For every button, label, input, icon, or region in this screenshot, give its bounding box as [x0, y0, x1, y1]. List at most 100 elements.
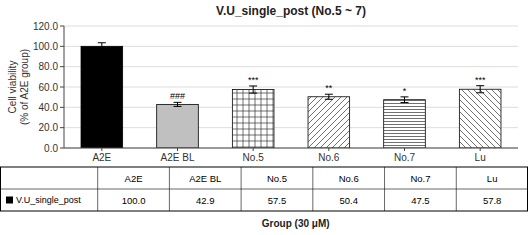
table-col-line — [384, 167, 385, 211]
y-tick-label: 60.0 — [39, 82, 59, 93]
y-tick — [60, 107, 64, 108]
error-bar-cap — [476, 92, 484, 93]
error-bar-cap — [325, 99, 333, 100]
annotation: *** — [248, 75, 259, 85]
x-tick — [177, 148, 178, 151]
table-col-line — [169, 167, 170, 211]
x-tick-label: No.6 — [318, 152, 340, 163]
x-tick — [253, 148, 254, 151]
annotation: ### — [170, 91, 185, 101]
x-tick — [101, 148, 102, 151]
bars — [81, 43, 501, 148]
error-bar — [476, 86, 484, 93]
error-bar-cap — [249, 85, 257, 86]
grid-line — [64, 66, 518, 67]
table-col-line — [97, 167, 98, 211]
bar — [459, 89, 501, 148]
error-bar-line — [101, 43, 102, 50]
grid-line — [64, 148, 518, 149]
y-tick-label: 100.0 — [33, 41, 58, 52]
table-value: 50.4 — [339, 195, 358, 206]
legend-swatch — [6, 197, 13, 204]
error-bar — [325, 94, 333, 99]
y-tick — [60, 66, 64, 67]
x-axis-line — [64, 148, 518, 149]
table-col-line — [456, 167, 457, 211]
grid-line — [64, 87, 518, 88]
annotation: * — [403, 86, 407, 96]
y-tick — [60, 127, 64, 128]
error-bar — [401, 97, 409, 103]
grid-line — [64, 127, 518, 128]
error-bar-line — [253, 86, 254, 93]
bar-hatch — [459, 89, 501, 148]
error-bar-cap — [98, 42, 106, 43]
table-value: 57.5 — [268, 195, 287, 206]
y-tick-label: 120.0 — [33, 21, 58, 32]
table-col-line — [312, 167, 313, 211]
error-bar — [249, 86, 257, 93]
table-value: 100.0 — [122, 195, 146, 206]
legend-label: V.U_single_post — [16, 195, 81, 205]
y-tick-label: 80.0 — [39, 61, 59, 72]
annotation: ** — [325, 83, 333, 93]
y-tick — [60, 87, 64, 88]
error-bar-cap — [98, 49, 106, 50]
error-bar-cap — [401, 96, 409, 97]
table-value: 47.5 — [411, 195, 430, 206]
y-axis-label-line: (% of A2E group) — [19, 49, 30, 125]
table: A2EA2E BLNo.5No.6No.7LuV.U_single_post10… — [1, 167, 528, 211]
y-tick — [60, 148, 64, 149]
grid — [64, 26, 518, 148]
error-bar — [98, 43, 106, 50]
x-tick-label: A2E — [92, 152, 111, 163]
error-bar-line — [404, 97, 405, 103]
error-bar-cap — [325, 94, 333, 95]
table-category: No.7 — [410, 173, 430, 184]
error-bar-line — [328, 94, 329, 99]
error-bar-cap — [174, 106, 182, 107]
x-axis-label: Group (30 μM) — [262, 218, 330, 229]
x-tick-label: Lu — [475, 152, 486, 163]
table-border — [1, 167, 528, 211]
grid-line — [64, 46, 518, 47]
bar — [157, 104, 199, 148]
x-tick — [328, 148, 329, 151]
grid-line — [64, 26, 518, 27]
y-axis-line — [64, 26, 65, 148]
bar — [232, 90, 274, 148]
x-tick-label: No.5 — [243, 152, 265, 163]
bar — [308, 97, 350, 148]
error-bar-line — [177, 102, 178, 106]
error-bar-cap — [174, 102, 182, 103]
table-category: No.5 — [267, 173, 287, 184]
bar-hatch — [308, 97, 350, 148]
error-bar — [174, 102, 182, 106]
annotation: *** — [475, 75, 486, 85]
y-tick-label: 0.0 — [44, 143, 58, 154]
y-tick — [60, 26, 64, 27]
y-tick-label: 20.0 — [39, 122, 59, 133]
bar — [81, 46, 123, 148]
error-bar-cap — [249, 93, 257, 94]
y-tick — [60, 46, 64, 47]
table-category: A2E BL — [189, 173, 221, 184]
y-axis-label: Cell viability(% of A2E group) — [7, 49, 30, 125]
table-category: Lu — [487, 173, 498, 184]
error-bar-cap — [476, 85, 484, 86]
x-tick-label: No.7 — [394, 152, 416, 163]
grid-line — [64, 107, 518, 108]
table-category: A2E — [125, 173, 143, 184]
y-axis-label-line: Cell viability — [7, 61, 18, 114]
x-tick — [404, 148, 405, 151]
y-tick-label: 40.0 — [39, 102, 59, 113]
table-value: 57.8 — [483, 195, 502, 206]
bar — [384, 100, 426, 148]
table-value: 42.9 — [196, 195, 215, 206]
x-tick-label: A2E BL — [161, 152, 195, 163]
title: V.U_single_post (No.5 ~ 7) — [216, 4, 366, 18]
error-bar-line — [480, 86, 481, 93]
bar-hatch — [384, 100, 426, 148]
table-col-line — [241, 167, 242, 211]
x-tick — [480, 148, 481, 151]
